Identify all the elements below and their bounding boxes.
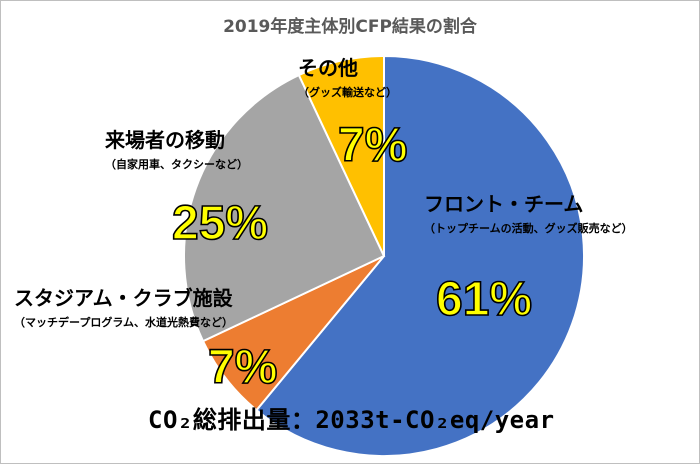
pie-slice-2 [183,73,386,343]
chart-title: 2019年度主体別CFP結果の割合 [223,17,477,37]
label-other-name: その他 [298,56,358,80]
label-visitors: 来場者の移動 （自家用車、タクシーなど） [105,124,248,172]
pct-stadium: 7% [207,341,278,394]
pct-visitors: 25% [171,197,269,250]
label-other: その他 （グッズ輸送など） [298,52,397,100]
label-front-team-note: （トップチームの活動、グッズ販売など） [424,222,633,235]
label-visitors-name: 来場者の移動 [105,128,225,152]
label-visitors-note: （自家用車、タクシーなど） [105,158,248,171]
label-stadium: スタジアム・クラブ施設 （マッチデープログラム、水道光熱費など） [14,282,233,330]
pct-other: 7% [337,119,408,172]
label-front-team-name: フロント・チーム [424,192,584,216]
pie-slice-3 [297,54,385,257]
label-stadium-note: （マッチデープログラム、水道光熱費など） [14,316,234,329]
pie-slice-0 [255,54,585,457]
pct-front-team: 61% [435,273,533,326]
total-emissions: CO₂総排出量：2033t-CO₂eq/year [148,406,555,434]
label-front-team: フロント・チーム （トップチームの活動、グッズ販売など） [424,188,633,236]
label-other-note: （グッズ輸送など） [298,86,397,99]
label-stadium-name: スタジアム・クラブ施設 [14,286,233,310]
